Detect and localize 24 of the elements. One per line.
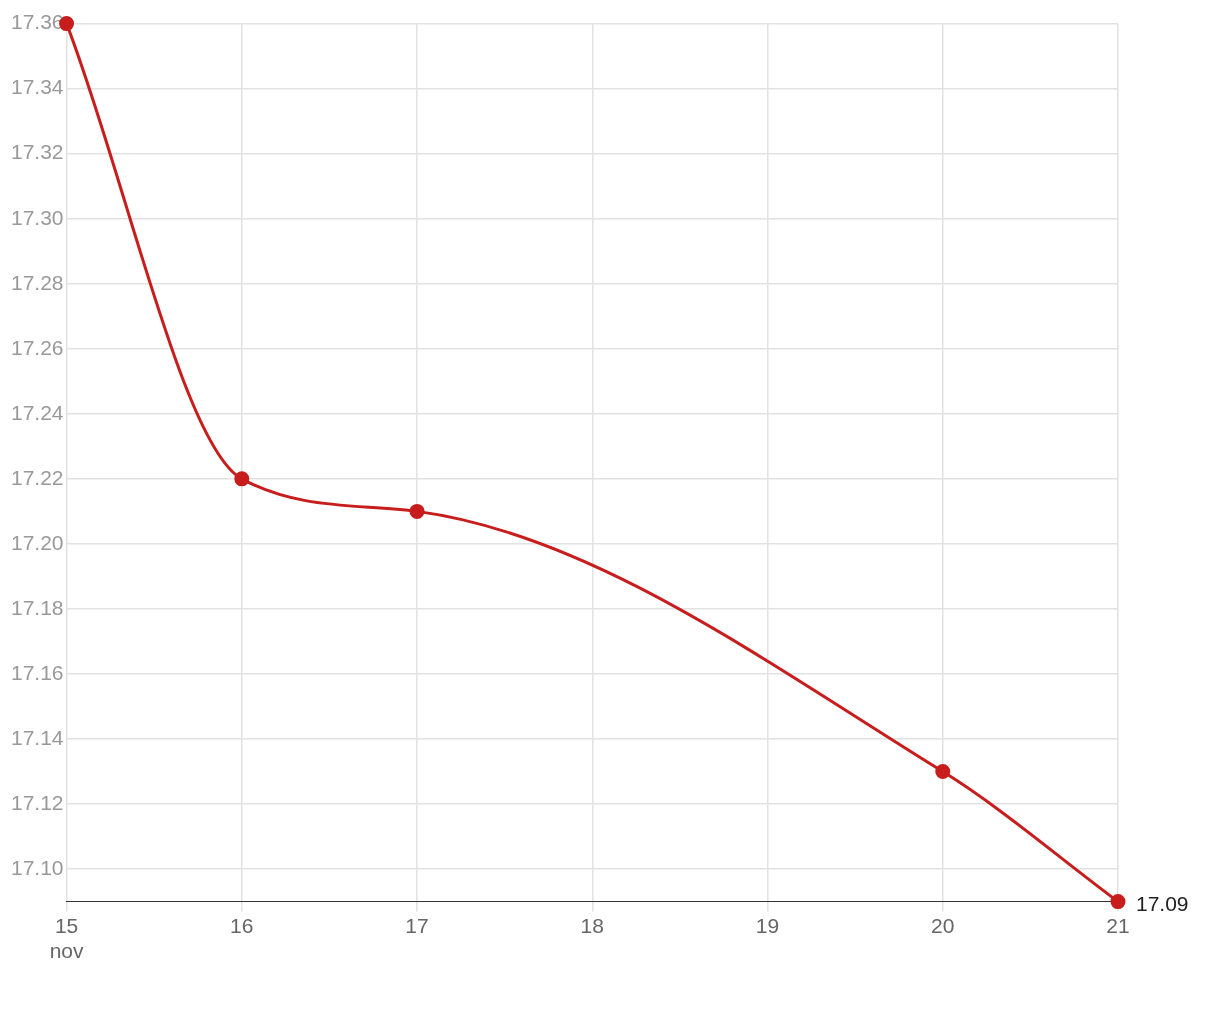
y-tick-label: 17.14 — [10, 725, 64, 749]
y-tick-label: 17.18 — [10, 595, 64, 619]
point — [234, 471, 250, 487]
y-tick-label: 17.12 — [10, 790, 64, 814]
y-tick-label: 17.30 — [10, 205, 64, 229]
y-tick-label: 17.28 — [10, 270, 64, 294]
y-tick-label: 17.32 — [10, 140, 64, 164]
y-tick-label: 17.26 — [10, 335, 64, 359]
y-tick-label: 17.22 — [10, 465, 64, 489]
data-label: 17.09 — [1136, 892, 1189, 916]
y-tick-label: 17.20 — [10, 530, 64, 554]
x-tick-label: 19 — [755, 914, 780, 937]
x-tick-label: 16 — [230, 914, 254, 937]
x-tick-label: 17 — [405, 914, 429, 937]
x-tick-label: 20 — [931, 914, 955, 937]
y-tick-label: 17.34 — [10, 75, 64, 99]
point — [409, 503, 425, 519]
x-tick-label: 15 nov — [49, 914, 84, 963]
x-tick-label: 18 — [580, 914, 604, 937]
y-tick-label: 17.16 — [10, 660, 64, 684]
point — [935, 764, 951, 780]
x-tick-label: 21 — [1106, 914, 1130, 937]
y-tick-label: 17.10 — [10, 855, 64, 879]
y-tick-label: 17.24 — [10, 400, 64, 424]
